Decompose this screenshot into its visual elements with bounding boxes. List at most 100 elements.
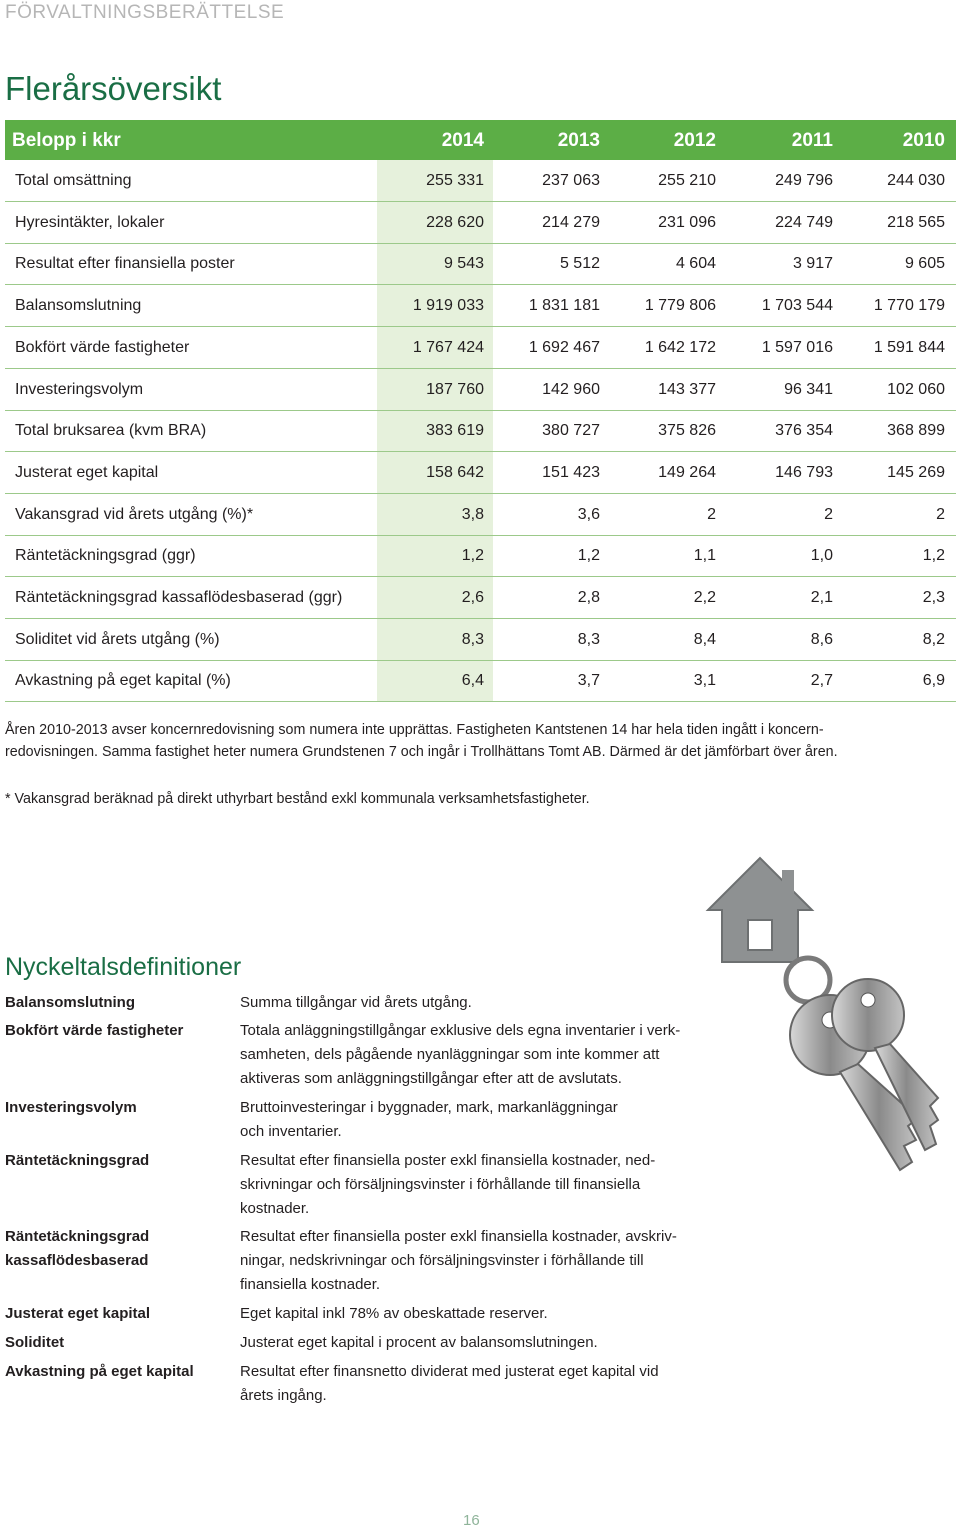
table-cell: 96 341 [784,380,833,398]
table-cell: 3,8 [461,505,484,523]
definition-text: Resultat efter finansnetto dividerat med… [240,1363,659,1380]
definition-text: finansiella kostnader. [240,1276,381,1293]
table-cell: Justerat eget kapital [15,463,159,481]
table-cell: Vakansgrad vid årets utgång (%)* [15,505,254,523]
definition-term: Investeringsvolym [5,1099,137,1116]
table-cell: 2,1 [810,589,833,606]
table-cell: 2,6 [461,589,484,606]
table-cell: 4 604 [675,255,716,273]
table-cell: 3,6 [577,505,600,523]
table-cell: 1 919 033 [412,297,484,315]
row-divider [5,492,956,494]
table-cell: 1,2 [922,547,945,565]
table-cell: Räntetäckningsgrad kassaflödesbaserad (g… [15,589,343,606]
table-cell: 2,3 [922,589,945,606]
row-divider [5,284,956,286]
definition-text: kostnader. [240,1200,310,1217]
table-cell: 244 030 [887,172,945,189]
row-divider [5,326,956,328]
row-divider [5,451,956,453]
table-cell: 1,0 [810,547,833,565]
row-divider [5,701,956,703]
table-cell: 1,1 [693,547,716,565]
definition-term: Avkastning på eget kapital [5,1363,194,1380]
row-divider [5,367,956,369]
table-cell: 214 279 [542,213,600,231]
table-cell: 158 642 [426,463,484,481]
table-cell: 2 [707,505,716,523]
table-cell: 237 063 [542,172,600,189]
table-header-cell: 2011 [791,130,833,151]
table-cell: 1 703 544 [761,297,833,315]
table-cell: 218 565 [887,213,945,231]
table-cell: 3 917 [792,255,833,273]
table-cell: 1,2 [577,547,600,565]
row-divider [5,201,956,202]
row-divider [5,576,956,578]
definition-term: Soliditet [5,1334,65,1351]
definition-text: aktiveras som anläggningstillgångar efte… [240,1070,622,1087]
definition-text: Eget kapital inkl 78% av obeskattade res… [240,1305,548,1322]
definition-text: Resultat efter finansiella poster exkl f… [240,1152,656,1169]
table-cell: Investeringsvolym [15,380,144,398]
table-cell: 9 605 [904,255,945,273]
table-header-cell: 2013 [557,130,600,151]
table-cell: 2,2 [693,589,716,606]
definition-term: Räntetäckningsgrad [5,1228,150,1245]
table-cell: 1 692 467 [528,338,600,356]
table-cell: 9 543 [443,255,484,273]
definition-text: årets ingång. [240,1387,327,1404]
table-header-bar [5,120,956,160]
table-cell: 8,6 [810,630,833,648]
table-header-cell: Belopp i kkr [12,130,121,151]
table-cell: 1 767 424 [412,338,484,356]
table-header-cell: 2012 [673,130,716,151]
row-divider [5,409,956,411]
table-cell: 376 354 [775,422,833,440]
table-cell: 2,8 [577,589,600,606]
definition-text: skrivningar och försäljningsvinster i fö… [240,1176,641,1193]
table-cell: 249 796 [775,172,833,189]
definition-term: Justerat eget kapital [5,1305,151,1322]
page-title: Flerårsöversikt [5,70,222,107]
definition-term: Räntetäckningsgrad [5,1152,150,1169]
table-cell: 255 331 [426,172,484,189]
definition-term: kassaflödesbaserad [5,1252,149,1269]
definition-text: ningar, nedskrivningar och försäljningsv… [240,1252,644,1269]
table-header-cell: 2010 [902,130,945,151]
table-cell: 187 760 [426,380,484,398]
table-cell: Resultat efter finansiella poster [15,255,235,273]
table-cell: 1 779 806 [644,297,716,315]
table-cell: 146 793 [775,463,833,481]
table-cell: Total omsättning [15,172,132,189]
table-cell: 383 619 [426,422,484,440]
key-illustration [705,856,940,1172]
table-cell: Balansomslutning [15,297,142,315]
definition-text: Totala anläggningstillgångar exklusive d… [240,1022,681,1039]
table-cell: 142 960 [542,380,600,398]
definition-text: Justerat eget kapital i procent av balan… [240,1334,598,1351]
table-cell: 1 831 181 [528,297,600,315]
note: redovisningen. Samma fastighet heter num… [5,744,838,760]
definition-term: Balansomslutning [5,994,136,1011]
table-cell: 6,4 [461,672,484,690]
table-cell: 149 264 [658,463,716,481]
table-cell: 3,7 [577,672,600,690]
footnote: * Vakansgrad beräknad på direkt uthyrbar… [5,791,590,807]
table-cell: Bokfört värde fastigheter [15,338,190,356]
table-cell: 1,2 [461,547,484,565]
section-header: FÖRVALTNINGSBERÄTTELSE [5,2,285,23]
table-cell: 143 377 [658,380,716,398]
table-cell: 224 749 [775,213,833,231]
table-cell: Avkastning på eget kapital (%) [15,672,231,690]
table-cell: 8,3 [461,630,484,648]
definition-term: Bokfört värde fastigheter [5,1022,184,1039]
table-cell: 8,3 [577,630,600,648]
table-cell: 255 210 [658,172,716,189]
definition-text: Resultat efter finansiella poster exkl f… [240,1228,677,1245]
table-cell: 2 [824,505,833,523]
table-cell: 368 899 [887,422,945,440]
table-cell: 102 060 [887,380,945,398]
table-cell: 6,9 [922,672,945,690]
